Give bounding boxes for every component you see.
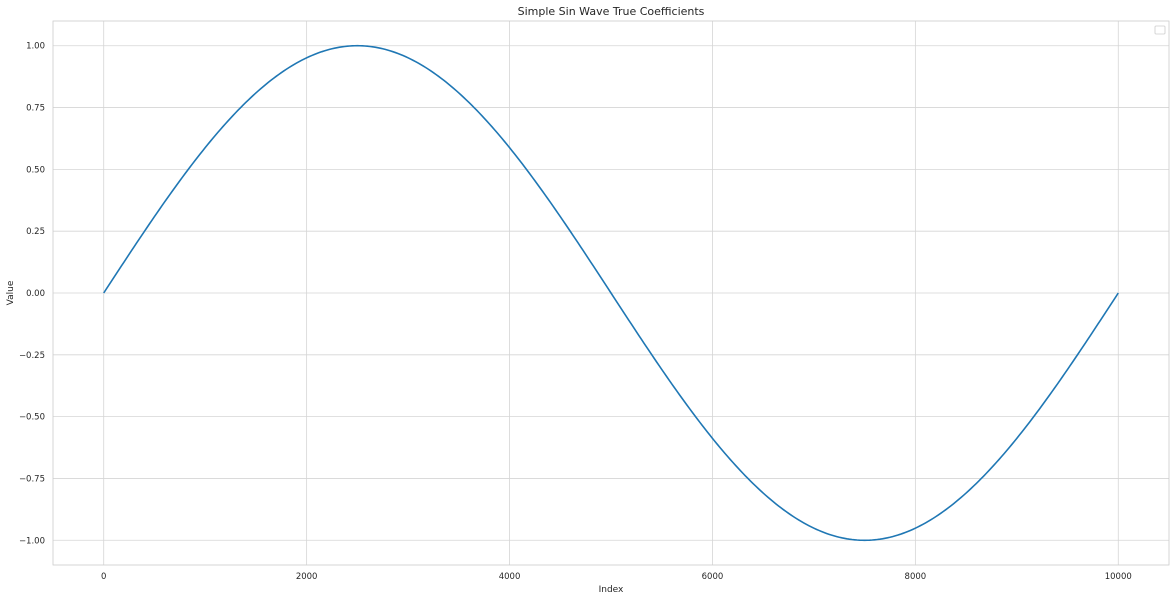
x-tick-label: 4000 bbox=[499, 572, 521, 582]
y-tick-label: 0.00 bbox=[26, 289, 45, 299]
y-tick-label: −1.00 bbox=[19, 536, 45, 546]
series-layer bbox=[103, 44, 1119, 542]
x-axis-label: Index bbox=[599, 585, 624, 595]
x-tick-label: 10000 bbox=[1105, 572, 1132, 582]
y-tick-label: 0.25 bbox=[26, 227, 45, 237]
sin-wave-line bbox=[103, 44, 1119, 542]
chart-title: Simple Sin Wave True Coefficients bbox=[518, 5, 705, 18]
x-tick-label: 8000 bbox=[905, 572, 927, 582]
x-tick-label: 2000 bbox=[296, 572, 318, 582]
y-tick-label: −0.25 bbox=[19, 351, 45, 361]
y-tick-label: −0.50 bbox=[19, 413, 45, 423]
y-tick-label: −0.75 bbox=[19, 474, 45, 484]
y-tick-label: 1.00 bbox=[26, 42, 45, 52]
ticks-layer: 0 2000 4000 6000 8000 10000 1.00 0.75 0.50 0.25 0.… bbox=[19, 42, 1132, 582]
y-tick-label: 0.75 bbox=[26, 104, 45, 114]
grid-layer bbox=[53, 21, 1169, 565]
x-tick-label: 6000 bbox=[702, 572, 724, 582]
plot-frame bbox=[52, 20, 1170, 566]
legend-box bbox=[1154, 25, 1166, 35]
y-tick-label: 0.50 bbox=[26, 165, 45, 175]
y-axis-label: Value bbox=[6, 280, 16, 305]
x-tick-label: 0 bbox=[101, 572, 106, 582]
